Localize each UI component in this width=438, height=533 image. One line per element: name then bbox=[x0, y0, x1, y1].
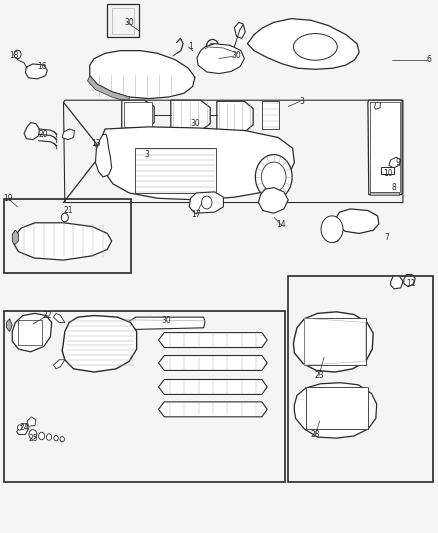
Text: 14: 14 bbox=[276, 221, 286, 229]
Bar bbox=[135, 148, 216, 193]
Text: 7: 7 bbox=[384, 233, 389, 241]
Bar bbox=[306, 387, 368, 429]
Polygon shape bbox=[127, 317, 205, 329]
Text: 21: 21 bbox=[63, 206, 73, 214]
Polygon shape bbox=[17, 424, 28, 434]
Bar bbox=[112, 8, 134, 34]
Polygon shape bbox=[27, 417, 36, 426]
Polygon shape bbox=[88, 76, 129, 102]
Polygon shape bbox=[391, 276, 403, 289]
Bar bbox=[381, 167, 394, 174]
Circle shape bbox=[46, 434, 52, 440]
Text: 23: 23 bbox=[314, 372, 324, 380]
Text: 3: 3 bbox=[300, 97, 305, 106]
Ellipse shape bbox=[293, 34, 337, 60]
Circle shape bbox=[18, 425, 22, 430]
Circle shape bbox=[201, 196, 212, 209]
Circle shape bbox=[14, 50, 21, 59]
Circle shape bbox=[61, 213, 68, 222]
Bar bbox=[4, 311, 285, 482]
Polygon shape bbox=[234, 22, 245, 38]
Polygon shape bbox=[293, 312, 373, 372]
Text: 10: 10 bbox=[383, 169, 392, 177]
Text: 28: 28 bbox=[311, 430, 320, 439]
Text: 24: 24 bbox=[19, 423, 29, 432]
Text: 16: 16 bbox=[37, 62, 46, 71]
Polygon shape bbox=[374, 102, 380, 109]
Polygon shape bbox=[189, 192, 223, 213]
Polygon shape bbox=[217, 101, 253, 132]
Polygon shape bbox=[24, 123, 39, 140]
Polygon shape bbox=[294, 383, 377, 438]
Polygon shape bbox=[331, 231, 339, 243]
Polygon shape bbox=[90, 51, 195, 99]
Polygon shape bbox=[122, 100, 154, 129]
Text: 17: 17 bbox=[191, 210, 201, 219]
Text: 11: 11 bbox=[406, 279, 416, 288]
Text: 6: 6 bbox=[427, 55, 432, 64]
Polygon shape bbox=[62, 129, 74, 140]
Polygon shape bbox=[368, 100, 402, 195]
Polygon shape bbox=[370, 192, 399, 195]
Bar bbox=[107, 4, 139, 37]
Polygon shape bbox=[53, 313, 65, 322]
Text: 8: 8 bbox=[392, 183, 396, 192]
Text: 9: 9 bbox=[395, 158, 400, 167]
Polygon shape bbox=[12, 313, 52, 352]
Bar bbox=[124, 102, 152, 127]
Polygon shape bbox=[258, 188, 288, 213]
Text: 19: 19 bbox=[3, 194, 13, 203]
Text: 30: 30 bbox=[124, 18, 134, 27]
Text: 25: 25 bbox=[28, 434, 38, 442]
Bar bbox=[304, 318, 366, 365]
Text: 22: 22 bbox=[42, 311, 52, 320]
Polygon shape bbox=[159, 333, 267, 348]
Polygon shape bbox=[95, 134, 112, 177]
Circle shape bbox=[39, 432, 45, 440]
Text: 1: 1 bbox=[188, 43, 193, 51]
Bar bbox=[18, 320, 42, 345]
Polygon shape bbox=[336, 209, 379, 233]
Polygon shape bbox=[159, 402, 267, 417]
Bar bbox=[288, 276, 433, 482]
Bar bbox=[262, 101, 279, 129]
Text: 30: 30 bbox=[232, 52, 241, 60]
Circle shape bbox=[321, 216, 343, 243]
Bar bbox=[4, 199, 131, 273]
Text: 18: 18 bbox=[9, 52, 19, 60]
Text: 20: 20 bbox=[38, 130, 48, 139]
Polygon shape bbox=[247, 19, 359, 69]
Polygon shape bbox=[103, 127, 294, 200]
Polygon shape bbox=[14, 223, 112, 260]
Circle shape bbox=[261, 162, 286, 192]
Polygon shape bbox=[197, 44, 244, 74]
Polygon shape bbox=[25, 64, 47, 79]
Circle shape bbox=[29, 430, 37, 439]
Bar bbox=[370, 102, 400, 192]
Polygon shape bbox=[171, 100, 210, 131]
Circle shape bbox=[54, 435, 58, 441]
Circle shape bbox=[60, 437, 64, 442]
Polygon shape bbox=[159, 356, 267, 370]
Text: 30: 30 bbox=[190, 119, 200, 128]
Polygon shape bbox=[62, 316, 137, 372]
Text: 30: 30 bbox=[162, 317, 171, 325]
Polygon shape bbox=[7, 319, 12, 332]
Circle shape bbox=[255, 155, 292, 199]
Polygon shape bbox=[12, 230, 18, 244]
Polygon shape bbox=[404, 274, 415, 287]
Text: 3: 3 bbox=[144, 150, 149, 159]
Text: 13: 13 bbox=[92, 140, 101, 148]
Polygon shape bbox=[53, 360, 65, 369]
Polygon shape bbox=[389, 157, 401, 168]
Polygon shape bbox=[159, 379, 267, 394]
